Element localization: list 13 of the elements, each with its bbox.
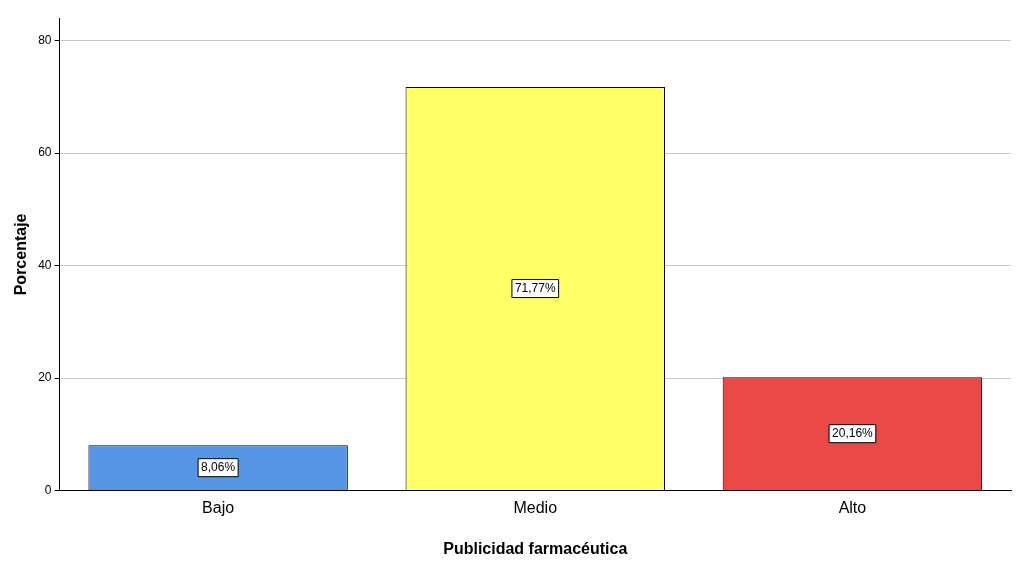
data-label: 71,77% bbox=[514, 280, 556, 295]
x-tick-label: Medio bbox=[513, 498, 558, 516]
y-tick-label: 20 bbox=[38, 370, 52, 385]
y-tick-label: 40 bbox=[38, 257, 52, 272]
x-tick-label: Alto bbox=[838, 498, 867, 516]
data-label: 20,16% bbox=[832, 425, 874, 440]
y-tick-label: 60 bbox=[38, 145, 52, 160]
data-label: 8,06% bbox=[201, 460, 236, 474]
x-tick-label: Bajo bbox=[202, 498, 235, 516]
y-axis-title: Porcentaje bbox=[12, 213, 30, 296]
y-tick-label: 80 bbox=[38, 33, 52, 48]
y-tick-label: 0 bbox=[44, 482, 52, 497]
x-axis-title: Publicidad farmacéutica bbox=[443, 539, 628, 557]
